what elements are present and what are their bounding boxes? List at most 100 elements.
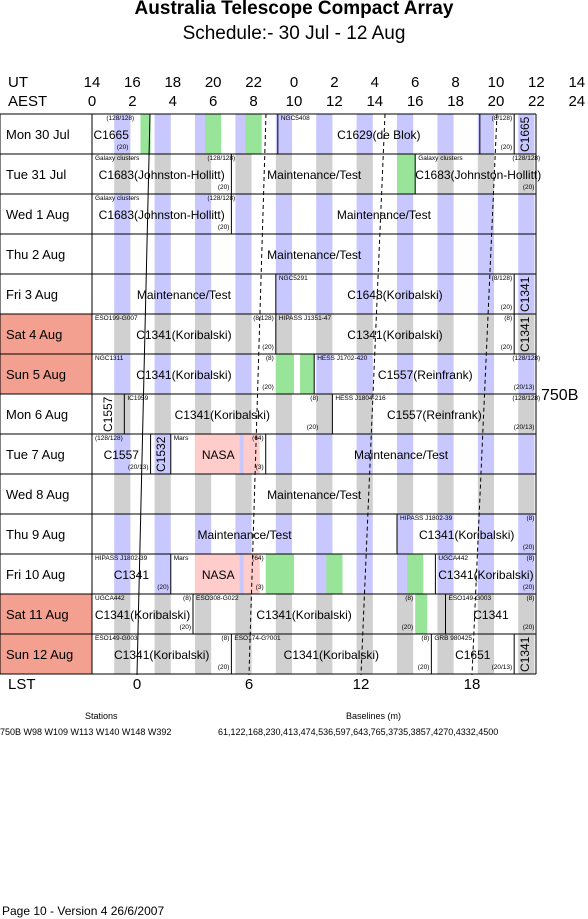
stripe-column — [397, 314, 414, 354]
block-note: NGC1311 — [95, 355, 124, 362]
day-label-cell — [0, 114, 92, 154]
block-baseline-count: (128/128) — [207, 195, 236, 202]
stripe-column — [437, 114, 454, 154]
day-label-cell — [0, 554, 92, 594]
stripe-column — [397, 234, 414, 274]
block-title: C1341(Koribalski) — [114, 648, 210, 662]
block-hours: (20) — [116, 144, 129, 151]
stripe-column — [154, 634, 171, 674]
block-title: Maintenance/Test — [336, 208, 431, 222]
stripe-column — [235, 634, 252, 674]
stripe-column — [114, 114, 131, 154]
day-label-cell — [0, 634, 92, 674]
stripe-column — [477, 554, 494, 594]
stripe-column — [316, 154, 333, 194]
block-hours: (20) — [217, 224, 230, 231]
block-hours: (20) — [522, 544, 535, 551]
stripe-column — [397, 474, 414, 514]
stripe-column — [195, 314, 212, 354]
stripe-column — [518, 154, 535, 194]
stripe-column — [275, 434, 292, 474]
stripe-column — [356, 114, 373, 154]
stripe-column — [275, 514, 292, 554]
stripe-column — [518, 314, 535, 354]
block-title: C1629(de Blok) — [337, 128, 421, 142]
block-baseline-count: (64) — [252, 435, 264, 442]
block-note: HESS J1804-216 — [335, 395, 386, 402]
stripe-column — [518, 194, 535, 234]
block-note: Galaxy clusters — [95, 155, 140, 162]
ut-tick: 6 — [411, 74, 420, 91]
green-column — [300, 354, 315, 394]
ut-tick: 2 — [330, 74, 339, 91]
ut-tick: 16 — [124, 74, 141, 91]
stripe-column — [275, 394, 292, 434]
stripe-column — [275, 274, 292, 314]
block-title: C1683(Johnston-Hollitt) — [98, 168, 225, 182]
block-title: Maintenance/Test — [267, 488, 362, 502]
stripe-column — [195, 354, 212, 394]
stripe-column — [195, 274, 212, 314]
green-column — [415, 594, 428, 634]
block-baseline-count: (128/128) — [106, 115, 135, 122]
stripe-column — [316, 394, 333, 434]
block-baseline-count: (8) — [526, 595, 535, 602]
block-baseline-count: (8) — [265, 355, 274, 362]
stripe-column — [154, 594, 171, 634]
stripe-column — [154, 114, 171, 154]
block-note: Mars — [173, 555, 189, 562]
day-label: Sun 5 Aug — [6, 367, 66, 382]
stripe-column — [235, 274, 252, 314]
day-label: Thu 2 Aug — [6, 247, 66, 262]
block-rotated-title: C1341 — [518, 636, 533, 672]
stripe-column — [235, 394, 252, 434]
ut-tick: 18 — [164, 74, 182, 91]
stripe-column — [114, 274, 131, 314]
block-note: GRB 980425 — [434, 635, 472, 642]
block-hours: (20/13) — [491, 664, 513, 671]
page-subtitle: Schedule:- 30 Jul - 12 Aug — [182, 23, 406, 44]
stripe-column — [356, 394, 373, 434]
stripe-column — [154, 474, 171, 514]
stripe-column — [114, 514, 131, 554]
stripe-column — [356, 354, 373, 394]
stripe-column — [154, 514, 171, 554]
pink-column — [194, 554, 240, 594]
page-title: Australia Telescope Compact Array — [134, 0, 454, 19]
stripe-column — [114, 234, 131, 274]
stripe-column — [275, 634, 292, 674]
stripe-column — [518, 554, 535, 594]
block-title: NASA — [201, 568, 235, 582]
block-title: C1341(Koribalski) — [347, 328, 443, 342]
stripe-column — [154, 354, 171, 394]
stripe-column — [356, 314, 373, 354]
block-hours: (20) — [262, 384, 274, 391]
stripe-column — [154, 234, 171, 274]
block-title: C1683(Johnston-Hollitt) — [415, 168, 542, 182]
ut-tick: 10 — [487, 74, 505, 91]
block-title: C1341(Koribalski) — [94, 608, 191, 622]
block-title: C1341(Koribalski) — [174, 408, 270, 422]
stripe-column — [397, 354, 414, 394]
lst-tick: 0 — [132, 676, 142, 693]
stripe-column — [114, 554, 131, 594]
lst-dashed-line — [248, 113, 267, 676]
aest-tick: 10 — [285, 93, 303, 110]
stripe-column — [356, 234, 373, 274]
stripe-column — [356, 594, 373, 634]
stripe-column — [356, 154, 373, 194]
block-hours: (20) — [500, 304, 513, 311]
block-hours: (20) — [522, 584, 535, 591]
stripe-column — [437, 274, 454, 314]
footer-version: Page 10 - Version 4 26/6/2007 — [2, 904, 165, 918]
stripe-column — [154, 274, 171, 314]
block-baseline-count: (8) — [405, 595, 414, 602]
stripe-column — [356, 434, 373, 474]
block-baseline-count: (8/128) — [491, 115, 513, 122]
baselines-label: Baselines (m) — [346, 711, 402, 721]
lst-tick: 6 — [244, 676, 254, 693]
block-note: NGC5408 — [280, 115, 310, 122]
stripe-column — [397, 114, 414, 154]
day-label-cell — [0, 394, 92, 434]
stripe-column — [477, 514, 494, 554]
